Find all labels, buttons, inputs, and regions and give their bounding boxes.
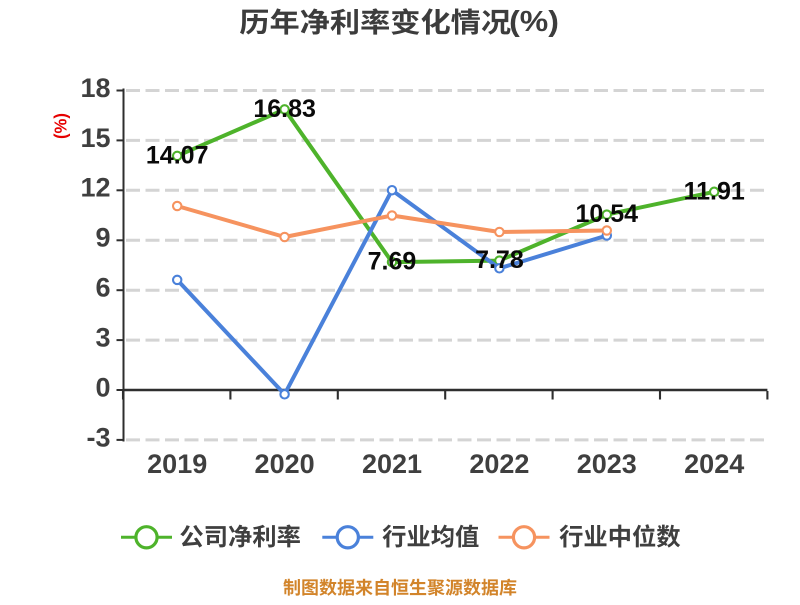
svg-text:-3: -3: [86, 422, 110, 452]
svg-text:3: 3: [95, 322, 110, 352]
svg-text:15: 15: [80, 123, 110, 153]
svg-text:18: 18: [80, 73, 110, 103]
svg-text:2024: 2024: [684, 449, 744, 479]
svg-text:6: 6: [95, 273, 110, 303]
svg-text:2023: 2023: [577, 449, 637, 479]
svg-text:0: 0: [95, 372, 110, 402]
svg-text:2022: 2022: [469, 449, 529, 479]
svg-text:(%): (%): [50, 113, 71, 139]
svg-text:7.69: 7.69: [368, 248, 417, 276]
svg-text:9: 9: [95, 223, 110, 253]
svg-text:12: 12: [80, 173, 110, 203]
svg-text:16.83: 16.83: [253, 95, 316, 123]
svg-text:11.91: 11.91: [684, 177, 745, 205]
svg-text:2019: 2019: [147, 449, 207, 479]
svg-text:10.54: 10.54: [576, 200, 639, 228]
svg-text:2021: 2021: [362, 449, 422, 479]
svg-text:2020: 2020: [255, 449, 315, 479]
svg-text:14.07: 14.07: [146, 142, 209, 170]
svg-text:(%): (%): [509, 5, 559, 37]
svg-text:7.78: 7.78: [475, 246, 524, 274]
